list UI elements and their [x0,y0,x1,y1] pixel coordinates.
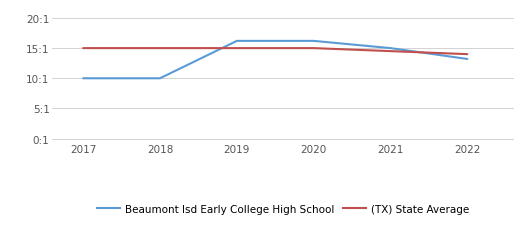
Legend: Beaumont Isd Early College High School, (TX) State Average: Beaumont Isd Early College High School, … [93,200,473,218]
